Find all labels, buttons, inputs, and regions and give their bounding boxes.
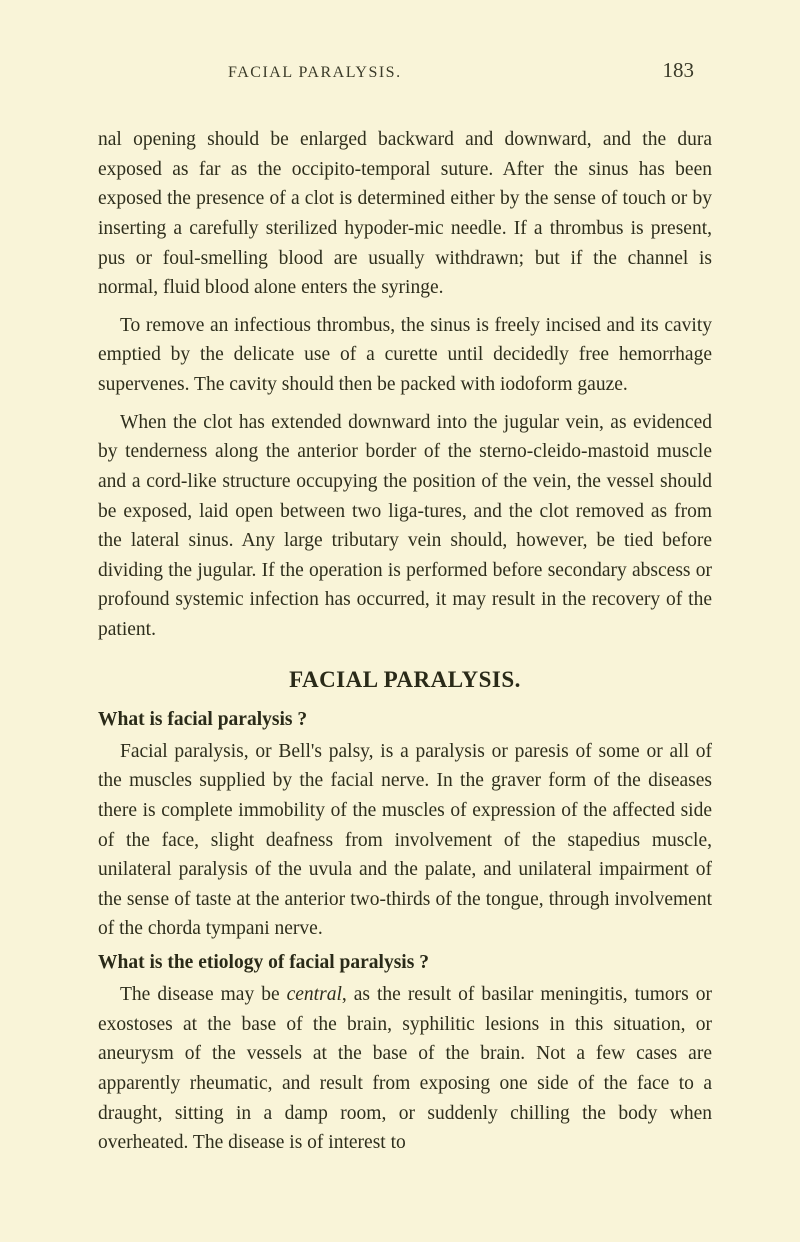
question-1: What is facial paralysis ? (98, 709, 712, 731)
answer-2-italic: central (287, 984, 342, 1005)
answer-2-pre: The disease may be (120, 984, 287, 1005)
question-2: What is the etiology of facial paralysis… (98, 952, 712, 974)
answer-1: Facial paralysis, or Bell's palsy, is a … (98, 737, 712, 944)
answer-2: The disease may be central, as the resul… (98, 980, 712, 1158)
page-number: 183 (663, 58, 695, 83)
running-head: FACIAL PARALYSIS. (228, 64, 402, 82)
body-paragraph-3: When the clot has extended downward into… (98, 408, 712, 645)
section-title: FACIAL PARALYSIS. (98, 667, 712, 693)
body-paragraph-1: nal opening should be enlarged backward … (98, 125, 712, 303)
body-paragraph-2: To remove an infectious thrombus, the si… (98, 311, 712, 400)
answer-2-post: , as the result of basilar meningitis, t… (98, 984, 712, 1153)
page-header: FACIAL PARALYSIS. 183 (98, 58, 712, 83)
